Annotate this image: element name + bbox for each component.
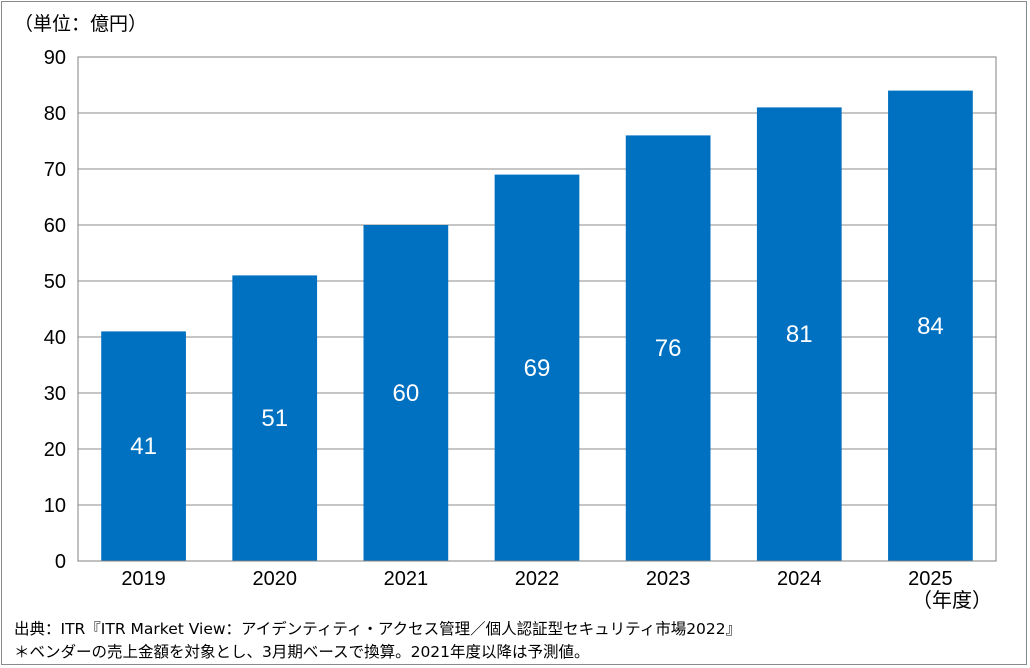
x-tick-label: 2021	[384, 568, 429, 590]
bar	[756, 107, 842, 562]
bar	[494, 174, 580, 561]
x-tick-label: 2022	[515, 568, 560, 590]
bar	[888, 90, 973, 561]
bar-data-label: 69	[524, 355, 551, 382]
plot-area-border	[77, 56, 997, 562]
y-tick-label: 90	[44, 47, 66, 69]
bar	[625, 135, 711, 561]
x-tick-label: 2025	[908, 568, 953, 590]
y-tick-label: 30	[44, 383, 66, 405]
bar-data-label: 84	[917, 313, 944, 340]
bar	[232, 275, 318, 561]
bar-data-label: 81	[786, 321, 813, 348]
y-tick-label: 0	[55, 551, 66, 573]
x-axis-label: （年度）	[912, 589, 992, 612]
bar	[101, 331, 186, 561]
y-tick-label: 50	[44, 271, 66, 293]
y-tick-label: 70	[44, 159, 66, 181]
x-tick-label: 2019	[121, 568, 166, 590]
y-tick-label: 20	[44, 439, 66, 461]
bar-data-label: 60	[393, 380, 420, 407]
unit-label: （単位：億円）	[14, 13, 147, 35]
bar	[363, 225, 449, 561]
x-tick-label: 2024	[777, 568, 822, 590]
y-tick-label: 60	[44, 215, 66, 237]
forecast-note: ＊ベンダーの売上金額を対象とし、3月期ベースで換算。2021年度以降は予測値。	[14, 643, 590, 661]
y-tick-label: 10	[44, 495, 66, 517]
x-tick-label: 2023	[646, 568, 691, 590]
source-note: 出典：ITR『ITR Market View：アイデンティティ・アクセス管理／個…	[14, 620, 742, 638]
bar-data-label: 41	[130, 433, 157, 460]
bar-data-label: 51	[261, 405, 288, 432]
y-tick-label: 40	[44, 327, 66, 349]
bar-data-label: 76	[655, 335, 682, 362]
x-tick-label: 2020	[252, 568, 297, 590]
y-tick-label: 80	[44, 103, 66, 125]
